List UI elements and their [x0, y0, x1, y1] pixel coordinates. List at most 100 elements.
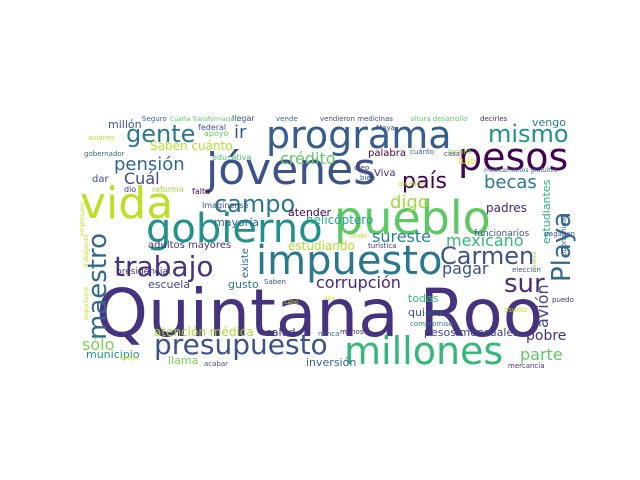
cloud-word: sureste: [372, 227, 431, 246]
cloud-word: elección: [512, 266, 541, 274]
cloud-word: Quintana Roo: [96, 275, 543, 352]
cloud-word: millones: [344, 329, 503, 370]
cloud-word: trabajo: [114, 250, 214, 283]
cloud-word: padres: [486, 201, 527, 215]
cloud-word: creo: [354, 164, 369, 172]
cloud-word: parte: [520, 345, 563, 364]
cloud-word: corrupción: [316, 273, 401, 292]
cloud-word: aviones: [88, 134, 115, 142]
cloud-word: cabo: [284, 299, 299, 306]
cloud-word: atención médica: [154, 325, 254, 339]
cloud-word: familia: [448, 148, 472, 156]
cloud-word: alcance: [398, 180, 425, 188]
cloud-word: Imagínense: [202, 201, 249, 210]
cloud-word: jóvenes: [205, 144, 376, 195]
word-cloud: Quintana Roo pueblo jóvenes programa gobiern…: [80, 108, 576, 370]
cloud-word: gobierno: [146, 206, 323, 252]
cloud-word: adultos mayores: [148, 240, 231, 251]
cloud-word: atender: [288, 206, 332, 219]
cloud-word: pagar: [442, 259, 489, 278]
cloud-word: dio: [124, 185, 136, 194]
cloud-word: mercancía: [508, 362, 545, 370]
cloud-word: voy: [324, 295, 335, 302]
cloud-word: escuela: [148, 278, 190, 291]
cloud-word: vende: [276, 115, 298, 123]
cloud-word: Cuarta Transformación: [170, 116, 238, 123]
cloud-word: gente: [126, 120, 195, 148]
cloud-word: presidencial: [116, 267, 170, 277]
cloud-word: bien: [360, 174, 375, 182]
cloud-word: Playa: [547, 212, 576, 282]
cloud-word: Trabajando: [83, 235, 90, 269]
cloud-word: gusto: [228, 278, 259, 291]
cloud-word: crédito: [280, 149, 336, 168]
cloud-word: apoyo: [120, 355, 139, 362]
cloud-word: estudiantes: [540, 179, 553, 244]
cloud-word: Viva: [374, 168, 395, 179]
cloud-word: apoyo: [204, 129, 229, 138]
cloud-word: pensión: [114, 154, 185, 175]
cloud-word: digo: [390, 192, 429, 213]
cloud-word: avión: [533, 284, 552, 328]
cloud-word: pesos: [458, 135, 568, 179]
cloud-word: ir: [234, 122, 247, 143]
cloud-word: dar: [92, 174, 109, 185]
cloud-word: millón: [108, 118, 142, 131]
cloud-word: puedo: [552, 296, 574, 304]
cloud-word: presupuesto: [154, 328, 328, 361]
cloud-word: falta: [192, 187, 210, 196]
cloud-word: país: [402, 169, 447, 194]
cloud-word: menos: [340, 328, 364, 336]
cloud-word: pagaban: [544, 230, 575, 238]
cloud-word: lujo: [458, 156, 476, 167]
cloud-word: reforma: [152, 185, 184, 194]
cloud-word: inversión: [306, 356, 356, 369]
cloud-word: Carmen: [440, 242, 534, 270]
cloud-word: nueva: [531, 251, 538, 270]
cloud-word: vida: [80, 178, 173, 229]
cloud-word: salud: [266, 326, 295, 339]
cloud-word: turística: [368, 242, 396, 250]
cloud-word: sólo: [82, 335, 114, 354]
cloud-word: becas: [484, 172, 537, 193]
cloud-word: cuánto: [410, 148, 434, 156]
cloud-word: Cuál: [124, 169, 160, 188]
cloud-word: pesos mensuales: [424, 326, 519, 339]
cloud-word: funcionarios: [474, 229, 529, 239]
cloud-word: quiera: [408, 306, 443, 319]
cloud-word: gobernador: [84, 150, 125, 158]
cloud-word: programa: [266, 113, 452, 157]
cloud-word: municipio: [86, 348, 140, 361]
cloud-word: helicóptero: [306, 213, 373, 227]
cloud-word: casa: [444, 150, 460, 158]
cloud-word: compromiso: [410, 320, 453, 328]
cloud-word: federal: [198, 123, 226, 132]
cloud-word: oportunidad: [560, 213, 568, 256]
cloud-word: pobre: [526, 328, 566, 344]
cloud-word: palabra: [368, 148, 406, 159]
cloud-word: sur: [504, 269, 545, 299]
cloud-word: estudiando: [288, 239, 355, 253]
cloud-word: altura desarrollo: [410, 115, 467, 123]
cloud-word: medicamentos gratuitos: [484, 167, 557, 174]
cloud-word: educativa: [212, 153, 251, 162]
cloud-word: existe: [240, 248, 251, 278]
cloud-word: Maya: [376, 124, 395, 132]
cloud-word: vendieron medicinas: [320, 115, 393, 123]
cloud-word: importante: [83, 286, 90, 320]
cloud-word: mismo: [488, 120, 569, 148]
cloud-word: decirles: [480, 115, 508, 123]
cloud-word: impuesto: [256, 238, 442, 284]
cloud-word: llama: [168, 354, 198, 367]
cloud-word: mexicano: [446, 231, 524, 250]
cloud-word: mayoría: [214, 216, 259, 229]
cloud-word: maestro: [83, 233, 113, 340]
cloud-word: acabar: [204, 360, 228, 368]
cloud-word: pueblo: [334, 191, 491, 245]
cloud-word: asunto: [504, 306, 528, 314]
cloud-word: Saben: [264, 278, 286, 286]
cloud-word: vengo: [532, 116, 566, 129]
cloud-word: llegar: [232, 114, 255, 123]
cloud-word: empresario: [80, 202, 86, 236]
